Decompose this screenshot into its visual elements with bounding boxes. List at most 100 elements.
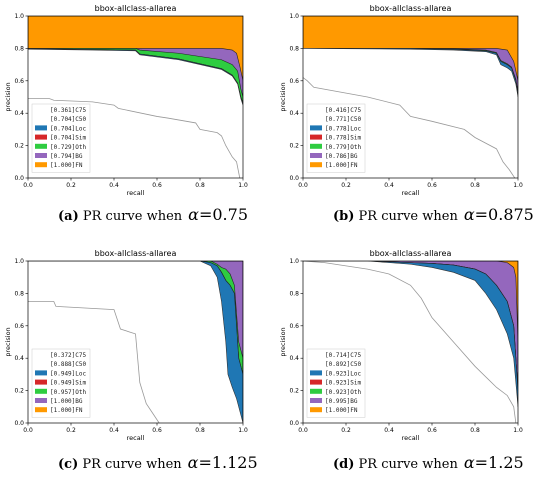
legend-swatch-bg <box>35 153 47 158</box>
x-tick-label: 0.2 <box>341 427 351 434</box>
line-c50 <box>28 48 243 106</box>
x-tick-label: 1.0 <box>238 427 248 434</box>
legend-swatch-loc <box>35 370 47 376</box>
legend-entry-fn: [1.000]FN <box>50 407 83 414</box>
x-tick-label: 0.8 <box>195 427 205 434</box>
plot-area <box>28 261 243 423</box>
equals-sign: = <box>474 453 489 472</box>
pr-chart-c: 0.0 0.2 0.4 0.6 0.8 1.0 0.0 0.2 0.4 0.6 0.8 1.0 bbox… <box>4 249 248 442</box>
axes-frame <box>302 15 519 179</box>
y-tick-label: 0.4 <box>14 355 24 362</box>
legend-swatch-c75 <box>35 107 47 112</box>
legend-swatch-c50 <box>35 361 47 367</box>
caption-value: 0.875 <box>488 205 534 224</box>
legend-entry-oth: [0.729]Oth <box>50 144 87 151</box>
equals-sign: = <box>198 453 212 472</box>
y-axis-label: precision <box>279 82 287 111</box>
legend-entry-c50: [0.888]C50 <box>50 361 87 368</box>
y-tick-label: 0.2 <box>14 143 24 150</box>
legend-swatch-c75 <box>35 352 47 357</box>
y-axis-label: precision <box>279 327 287 356</box>
x-axis-label: recall <box>127 189 145 197</box>
legend-swatch-oth <box>35 143 47 149</box>
x-tick-label: 0.6 <box>427 182 437 189</box>
chart-title: bbox-allclass-allarea <box>95 4 177 13</box>
legend-entry-bg: [1.000]BG <box>50 398 83 405</box>
alpha-symbol: α <box>188 205 199 224</box>
caption-value: 1.25 <box>488 453 524 472</box>
caption-value: 1.125 <box>211 453 258 472</box>
legend-entry-loc: [0.923]Loc <box>325 370 362 377</box>
caption-text: PR curve when <box>82 457 182 472</box>
y-tick-label: 0.6 <box>14 323 24 330</box>
chart-title: bbox-allclass-allarea <box>370 4 452 13</box>
legend-swatch-sim <box>310 134 322 140</box>
legend-entry-loc: [0.778]Loc <box>325 125 362 132</box>
y-tick-label: 0.2 <box>14 388 24 395</box>
legend: [0.714]C75 [0.892]C50 [0.923]Loc [0.923]Sim… <box>306 348 366 418</box>
x-tick-label: 0.4 <box>109 182 119 189</box>
legend-swatch-c50 <box>310 361 322 367</box>
caption-letter: (a) <box>58 209 79 224</box>
legend-swatch-sim <box>35 134 47 140</box>
legend-entry-fn: [1.000]FN <box>325 407 358 414</box>
legend-swatch-c75 <box>310 107 322 112</box>
x-tick-label: 0.0 <box>23 182 33 189</box>
legend-entry-c75: [0.361]C75 <box>50 107 87 114</box>
y-axis-label: precision <box>4 82 12 111</box>
legend-entry-fn: [1.000]FN <box>50 162 83 169</box>
legend-entry-oth: [0.923]Oth <box>325 389 362 396</box>
x-tick-label: 0.8 <box>470 427 480 434</box>
y-tick-label: 1.0 <box>289 258 299 265</box>
caption-letter: (d) <box>333 457 355 472</box>
x-tick-label: 0.0 <box>23 427 33 434</box>
legend-swatch-sim <box>310 379 322 385</box>
x-tick-label: 0.4 <box>384 182 394 189</box>
caption-letter: (b) <box>333 209 355 224</box>
legend-swatch-oth <box>310 143 322 149</box>
y-tick-label: 1.0 <box>289 13 299 20</box>
caption-value: 0.75 <box>212 205 248 224</box>
legend-entry-c75: [0.714]C75 <box>325 352 362 359</box>
line-c75 <box>28 301 160 423</box>
legend-entry-sim: [0.778]Sim <box>325 135 362 142</box>
legend-swatch-fn <box>35 407 47 413</box>
y-tick-label: 0.0 <box>289 175 299 182</box>
legend-entry-bg: [0.786]BG <box>325 153 358 160</box>
x-tick-label: 0.4 <box>109 427 119 434</box>
pr-panel-d: 0.0 0.2 0.4 0.6 0.8 1.0 0.0 0.2 0.4 0.6 0.8 1.0 bbox… <box>275 245 550 485</box>
legend-entry-loc: [0.704]Loc <box>50 125 87 132</box>
x-tick-label: 0.8 <box>470 182 480 189</box>
x-axis-label: recall <box>127 434 145 442</box>
x-tick-label: 0.6 <box>152 182 162 189</box>
y-tick-label: 0.8 <box>14 45 24 52</box>
pr-chart-a: 0.0 0.2 0.4 0.6 0.8 1.0 0.0 0.2 0.4 0.6 0.8 1.0 bbox… <box>4 4 248 197</box>
caption-b: (b) PR curve when α=0.875 <box>333 205 534 224</box>
legend-entry-sim: [0.923]Sim <box>325 380 362 387</box>
legend-entry-loc: [0.949]Loc <box>50 370 87 377</box>
legend-entry-c50: [0.892]C50 <box>325 361 362 368</box>
legend-swatch-loc <box>310 125 322 131</box>
y-tick-label: 0.6 <box>289 323 299 330</box>
line-c75 <box>28 98 241 178</box>
y-tick-label: 0.2 <box>289 388 299 395</box>
line-c50 <box>303 48 518 98</box>
pr-panel-c: 0.0 0.2 0.4 0.6 0.8 1.0 0.0 0.2 0.4 0.6 0.8 1.0 bbox… <box>0 245 275 485</box>
x-axis-label: recall <box>402 189 420 197</box>
x-tick-label: 0.4 <box>384 427 394 434</box>
legend-entry-bg: [0.995]BG <box>325 398 358 405</box>
y-tick-label: 0.6 <box>289 78 299 85</box>
legend-swatch-loc <box>310 370 322 376</box>
alpha-symbol: α <box>463 205 475 224</box>
legend-swatch-c75 <box>310 352 322 357</box>
x-tick-label: 1.0 <box>238 182 248 189</box>
y-tick-label: 1.0 <box>14 258 24 265</box>
caption-d: (d) PR curve when α=1.25 <box>333 453 524 472</box>
x-tick-label: 0.6 <box>152 427 162 434</box>
line-c50 <box>303 261 518 407</box>
y-tick-label: 0.0 <box>14 175 24 182</box>
y-tick-label: 0.8 <box>289 45 299 52</box>
legend-swatch-c50 <box>35 116 47 122</box>
x-tick-label: 0.6 <box>427 427 437 434</box>
pr-chart-d: 0.0 0.2 0.4 0.6 0.8 1.0 0.0 0.2 0.4 0.6 0.8 1.0 bbox… <box>279 249 523 442</box>
